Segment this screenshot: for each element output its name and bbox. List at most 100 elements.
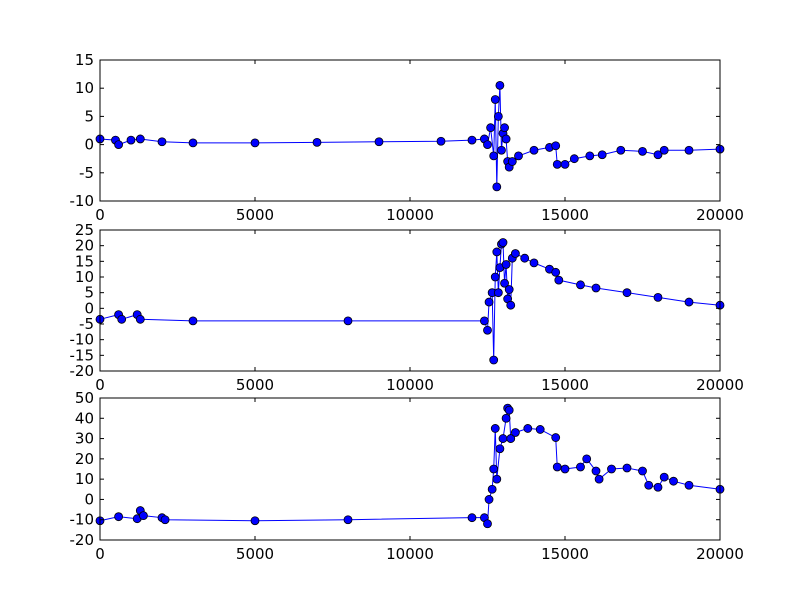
data-point — [495, 444, 505, 454]
data-point — [569, 154, 579, 164]
data-point — [511, 428, 520, 437]
data-point — [653, 150, 663, 160]
y-tick-label: 30 — [75, 430, 94, 448]
data-point — [467, 513, 477, 523]
x-tick-label: 10000 — [386, 376, 434, 394]
data-point — [126, 135, 136, 145]
data-point — [511, 249, 520, 258]
x-tick-label: 15000 — [541, 545, 589, 563]
data-point — [501, 413, 511, 423]
data-point — [535, 425, 545, 434]
y-tick-label: 40 — [75, 409, 94, 427]
data-point — [585, 151, 595, 161]
data-point — [343, 316, 353, 326]
data-point — [486, 123, 496, 133]
data-point — [591, 466, 601, 476]
data-line — [99, 241, 721, 361]
y-tick-label: -5 — [79, 164, 94, 182]
data-point — [616, 145, 626, 155]
data-point — [498, 434, 508, 443]
data-point — [504, 405, 514, 415]
data-point — [504, 285, 514, 294]
data-point — [490, 424, 500, 433]
y-tick-label: -15 — [70, 346, 95, 364]
data-point — [490, 95, 500, 104]
data-point — [157, 137, 167, 147]
y-tick-label: 25 — [75, 221, 94, 239]
data-point — [500, 278, 509, 288]
data-point — [492, 247, 502, 257]
data-point — [492, 182, 502, 192]
y-tick-label: 20 — [75, 450, 94, 468]
data-point — [560, 464, 570, 474]
y-tick-label: 20 — [75, 237, 94, 255]
data-point — [644, 480, 654, 490]
data-point — [551, 267, 561, 277]
data-point — [594, 474, 604, 484]
y-tick-label: -20 — [70, 531, 95, 549]
data-point — [597, 150, 607, 160]
data-point — [653, 292, 663, 302]
data-point — [529, 145, 539, 155]
axes-frame — [99, 59, 721, 202]
data-point — [374, 137, 384, 147]
x-tick-label: 0 — [95, 376, 105, 394]
data-point — [493, 112, 503, 121]
x-tick-label: 20000 — [696, 206, 744, 224]
y-tick-label: 50 — [75, 389, 94, 407]
x-tick-label: 10000 — [386, 545, 434, 563]
x-tick-label: 15000 — [541, 376, 589, 394]
y-tick-label: -5 — [79, 315, 94, 333]
data-point — [489, 464, 499, 474]
data-point — [501, 260, 511, 269]
data-point — [484, 297, 494, 307]
data-point — [250, 138, 260, 148]
data-point — [343, 515, 353, 525]
data-point — [684, 480, 694, 490]
data-point — [607, 464, 616, 474]
data-point — [576, 462, 585, 472]
x-tick-label: 5000 — [236, 545, 274, 563]
data-point — [669, 476, 678, 486]
x-tick-label: 0 — [95, 206, 105, 224]
data-point — [114, 512, 123, 522]
data-point — [492, 474, 502, 484]
y-tick-label: 0 — [84, 490, 94, 508]
data-point — [138, 511, 148, 521]
y-tick-label: 5 — [84, 107, 94, 125]
data-point — [582, 454, 592, 464]
data-point — [188, 316, 198, 326]
data-point — [188, 138, 198, 148]
data-point — [560, 159, 570, 169]
data-point — [501, 134, 511, 144]
data-point — [506, 434, 516, 443]
y-tick-label: 0 — [84, 299, 94, 317]
y-tick-label: -20 — [70, 362, 95, 380]
x-tick-label: 20000 — [696, 376, 744, 394]
data-point — [659, 472, 669, 482]
data-point — [653, 482, 663, 492]
data-point — [638, 146, 647, 156]
data-point — [506, 300, 516, 310]
data-point — [684, 145, 694, 155]
data-point — [520, 253, 530, 263]
data-point — [529, 258, 539, 268]
data-point — [523, 424, 533, 433]
data-point — [114, 140, 123, 150]
x-tick-label: 0 — [95, 545, 105, 563]
y-tick-label: 15 — [75, 51, 94, 69]
x-tick-label: 20000 — [696, 545, 744, 563]
data-point — [507, 157, 517, 166]
data-point — [551, 433, 561, 442]
data-point — [552, 159, 562, 169]
y-tick-label: -10 — [70, 331, 95, 349]
data-point — [487, 484, 497, 494]
data-point — [467, 135, 477, 145]
data-point — [551, 141, 561, 151]
data-point — [135, 134, 145, 144]
y-tick-label: 0 — [84, 136, 94, 154]
x-tick-label: 5000 — [236, 206, 274, 224]
data-point — [622, 463, 632, 473]
y-tick-label: 5 — [84, 284, 94, 302]
